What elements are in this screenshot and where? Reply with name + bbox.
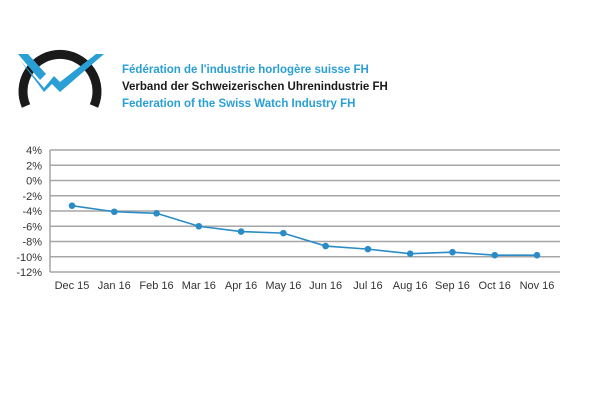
data-point bbox=[533, 251, 541, 259]
line-chart: 4% 2% 0% -2% -4% -6% -8% -10% -12% Dec 15 Jan 16 F… bbox=[16, 145, 560, 292]
x-tick-label: Feb 16 bbox=[139, 280, 173, 292]
y-tick-label: -4% bbox=[22, 206, 42, 218]
x-tick-label: Apr 16 bbox=[225, 280, 257, 292]
y-tick-label: -10% bbox=[16, 252, 42, 264]
x-axis-tick-labels: Dec 15 Jan 16 Feb 16 Mar 16 Apr 16 May 16 Jun … bbox=[55, 280, 555, 292]
data-point bbox=[110, 208, 118, 216]
y-tick-label: -12% bbox=[16, 267, 42, 279]
fh-watch-logo-icon bbox=[18, 49, 104, 108]
y-tick-label: 4% bbox=[26, 145, 42, 157]
org-name-english: Federation of the Swiss Watch Industry F… bbox=[122, 98, 356, 110]
chart-series bbox=[68, 202, 541, 259]
data-point bbox=[406, 250, 414, 257]
data-point bbox=[322, 242, 329, 250]
x-tick-label: Nov 16 bbox=[520, 280, 555, 292]
data-point bbox=[153, 209, 160, 217]
data-point bbox=[280, 229, 287, 237]
x-tick-label: Dec 15 bbox=[55, 280, 90, 292]
y-tick-label: -2% bbox=[22, 191, 42, 203]
data-point bbox=[449, 248, 456, 256]
series-line bbox=[71, 204, 537, 257]
x-tick-label: Jul 16 bbox=[353, 280, 382, 292]
y-tick-label: 0% bbox=[26, 176, 42, 188]
x-tick-label: Mar 16 bbox=[182, 280, 216, 292]
data-point bbox=[68, 202, 76, 209]
organization-name-block: Fédération de l'industrie horlogère suis… bbox=[122, 62, 388, 113]
y-tick-label: -6% bbox=[22, 221, 42, 233]
x-tick-label: Jan 16 bbox=[98, 280, 131, 292]
x-tick-label: Jun 16 bbox=[309, 280, 342, 292]
x-tick-label: Oct 16 bbox=[479, 280, 511, 292]
org-name-german: Verband der Schweizerischen Uhrenindustr… bbox=[122, 81, 388, 93]
x-tick-label: Sep 16 bbox=[435, 280, 470, 292]
data-point bbox=[237, 228, 245, 235]
org-name-french: Fédération de l'industrie horlogère suis… bbox=[122, 64, 369, 76]
x-tick-label: Aug 16 bbox=[393, 280, 428, 292]
y-tick-label: 2% bbox=[26, 160, 42, 172]
chart-grid bbox=[49, 149, 560, 273]
data-point bbox=[195, 222, 203, 230]
y-tick-label: -8% bbox=[22, 237, 42, 249]
data-point bbox=[491, 251, 499, 259]
header: Fédération de l'industrie horlogère suis… bbox=[0, 0, 600, 120]
x-tick-label: May 16 bbox=[265, 280, 301, 292]
y-axis-tick-labels: 4% 2% 0% -2% -4% -6% -8% -10% -12% bbox=[16, 145, 42, 279]
data-point bbox=[364, 245, 372, 253]
